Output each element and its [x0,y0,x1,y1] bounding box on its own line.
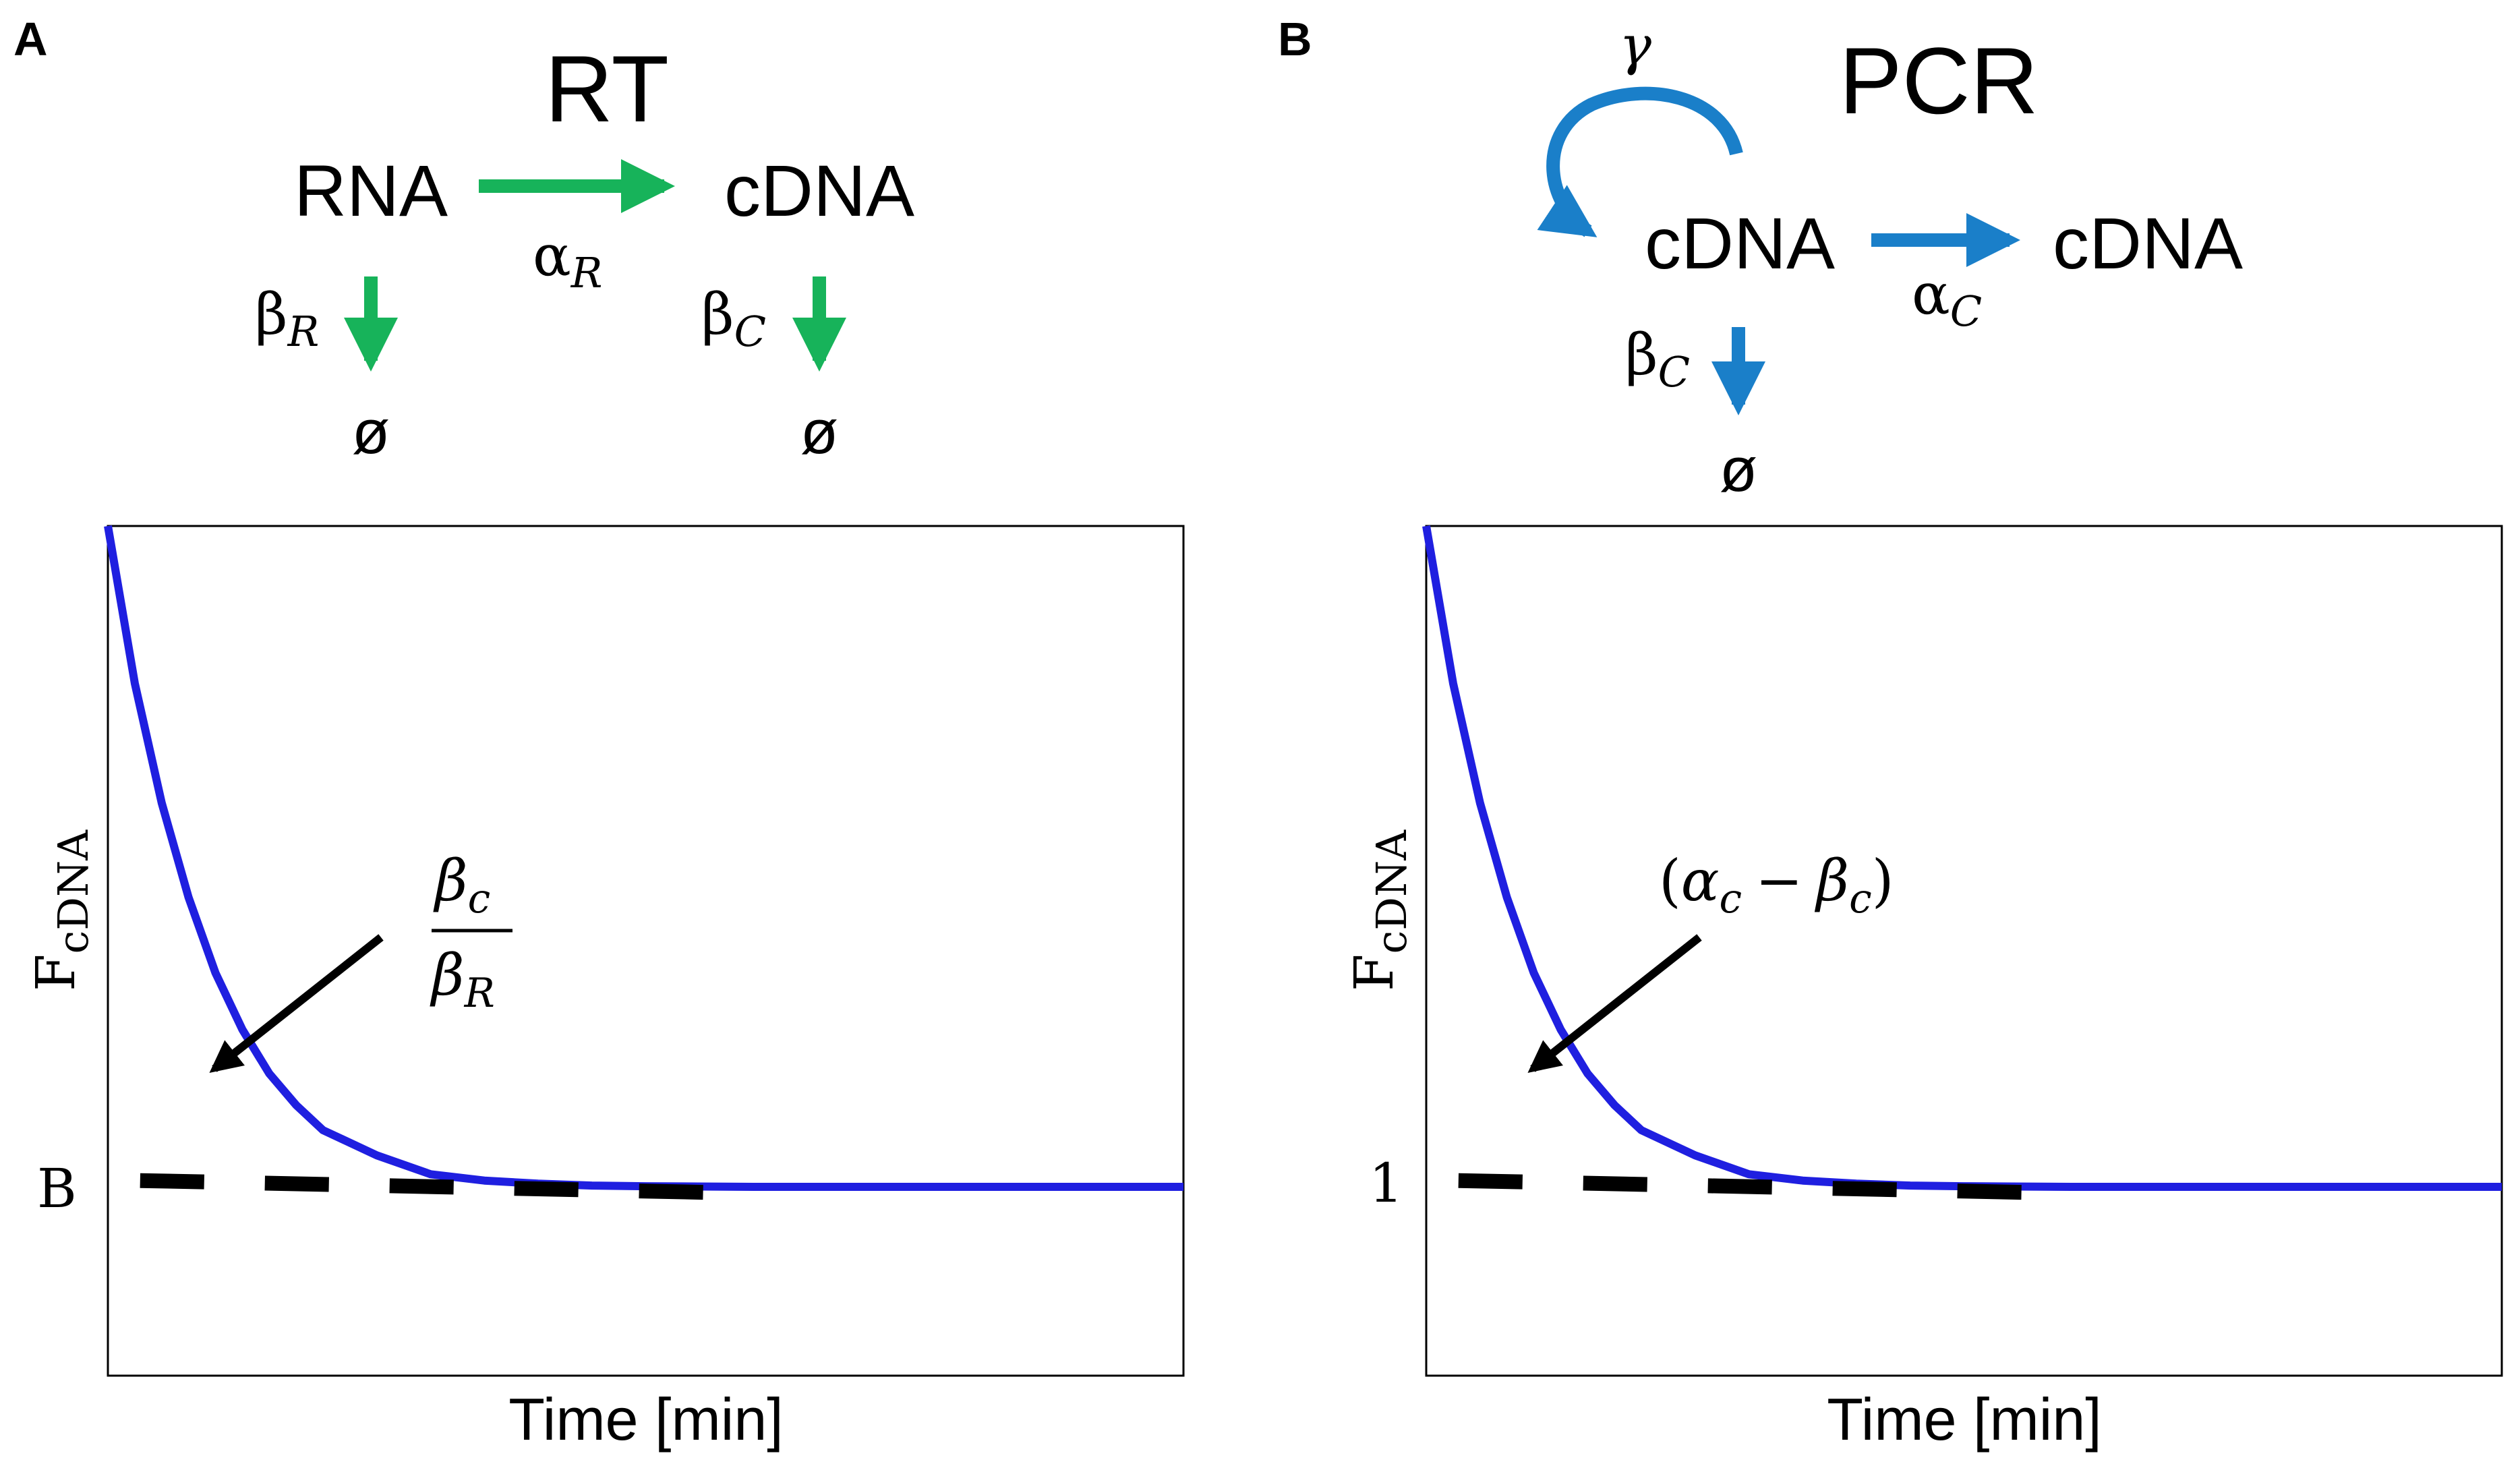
plot-a-decay-curve [104,525,1183,1191]
plot-b-annotation-arrow [1527,934,1702,1073]
plot-b-baseline-dashed [1458,1173,2061,1201]
ratio-denominator: βR [430,942,495,1017]
plot-a-y-label: FcDNA [24,829,98,991]
panel-b-title: PCR [1839,28,2039,134]
plot-a-x-label: Time [min] [508,1386,783,1453]
rate-gamma: γ [1619,14,1651,77]
plot-a-y-tick: B [37,1157,77,1220]
species-rna: RNA [294,150,448,231]
plot-a: B FcDNA Time [min] βc βR [24,525,1185,1453]
arrow-amplification-loop [1537,86,1743,237]
plot-b-x-label: Time [min] [1827,1386,2101,1453]
plot-b-decay-curve [1422,525,2502,1191]
plot-b-y-tick: 1 [1369,1152,1403,1214]
plot-a-annotation-arrow [209,934,384,1073]
rate-alpha-c: αC [1912,261,1982,336]
species-cdna-a: cDNA [724,150,914,231]
rate-beta-c-a: βC [701,281,766,356]
species-cdna-b-right: cDNA [2053,202,2243,284]
sink-cdna-b: ø [1720,436,1757,504]
plot-a-baseline-dashed [140,1173,743,1201]
rate-beta-r: βR [255,281,319,356]
plot-a-frame [107,525,1185,1377]
plot-a-series-group [104,525,1183,1201]
panel-b-letter: B [1278,13,1312,65]
plot-b-y-label: FcDNA [1343,829,1416,991]
sink-rna: ø [352,398,390,467]
plot-b-frame [1425,525,2503,1377]
rate-alpha-r: αR [533,223,602,297]
panel-a-scheme: A RT RNA cDNA αR βR ø βC ø [13,13,914,467]
panel-a-letter: A [13,13,48,65]
plot-b-series-group [1422,525,2502,1201]
ratio-numerator: βc [433,848,490,923]
sink-cdna-a: ø [800,398,838,467]
rate-beta-c-b: βC [1625,322,1690,397]
species-cdna-b-left: cDNA [1645,202,1835,284]
plot-b-annotation-difference: (αc − βc) [1659,848,1894,923]
plot-a-annotation-ratio: βc βR [430,848,512,1017]
panel-b-scheme: B PCR γ cDNA cDNA αC βC ø [1278,13,2243,504]
panel-a-title: RT [545,36,669,142]
plot-b: 1 FcDNA Time [min] (αc − βc) [1343,525,2503,1453]
